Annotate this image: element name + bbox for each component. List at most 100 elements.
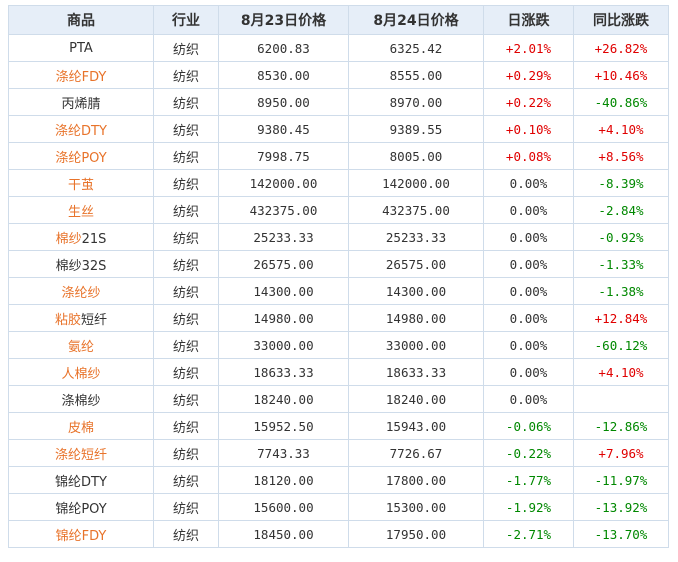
header-price-aug24: 8月24日价格	[348, 5, 484, 35]
industry-cell: 纺织	[153, 493, 219, 521]
table-row: PTA 纺织 6200.83 6325.42 +2.01% +26.82%	[8, 34, 669, 62]
industry-cell: 纺织	[153, 439, 219, 467]
price-aug23-cell: 26575.00	[218, 250, 349, 278]
price-aug23-cell: 9380.45	[218, 115, 349, 143]
commodity-name-cell: 棉纱21S	[8, 223, 154, 251]
daily-change-cell: -0.22%	[483, 439, 574, 467]
industry-cell: 纺织	[153, 169, 219, 197]
industry-cell: 纺织	[153, 277, 219, 305]
industry-cell: 纺织	[153, 520, 219, 548]
yoy-change-cell: -13.92%	[573, 493, 669, 521]
price-aug23-cell: 18633.33	[218, 358, 349, 386]
price-aug24-cell: 14980.00	[348, 304, 484, 332]
price-table-container: 商品 行业 8月23日价格 8月24日价格 日涨跌 同比涨跌 PTA 纺织 6200…	[8, 5, 669, 548]
yoy-change-cell: -2.84%	[573, 196, 669, 224]
table-row: 涤纶DTY 纺织 9380.45 9389.55 +0.10% +4.10%	[8, 115, 669, 143]
commodity-link[interactable]: 涤纶纱	[61, 285, 101, 301]
commodity-link[interactable]: 干茧	[67, 177, 94, 193]
price-aug24-cell: 17950.00	[348, 520, 484, 548]
yoy-change-cell: -12.86%	[573, 412, 669, 440]
yoy-change-cell: -60.12%	[573, 331, 669, 359]
table-row: 棉纱21S 纺织 25233.33 25233.33 0.00% -0.92%	[8, 223, 669, 251]
table-row: 涤纶POY 纺织 7998.75 8005.00 +0.08% +8.56%	[8, 142, 669, 170]
commodity-name-cell: 锦纶DTY	[8, 466, 154, 494]
table-row: 人棉纱 纺织 18633.33 18633.33 0.00% +4.10%	[8, 358, 669, 386]
commodity-link[interactable]: 涤纶FDY	[55, 69, 107, 85]
yoy-change-cell: -13.70%	[573, 520, 669, 548]
commodity-link[interactable]: 涤纶短纤	[54, 447, 107, 463]
commodity-link[interactable]: 锦纶FDY	[55, 528, 107, 544]
commodity-name-cell: 涤纶纱	[8, 277, 154, 305]
table-row: 锦纶FDY 纺织 18450.00 17950.00 -2.71% -13.70%	[8, 520, 669, 548]
yoy-change-cell: -11.97%	[573, 466, 669, 494]
yoy-change-cell	[573, 385, 669, 413]
table-row: 氨纶 纺织 33000.00 33000.00 0.00% -60.12%	[8, 331, 669, 359]
yoy-change-cell: +4.10%	[573, 358, 669, 386]
daily-change-cell: 0.00%	[483, 196, 574, 224]
commodity-name-text: 丙烯腈	[61, 96, 101, 112]
table-row: 生丝 纺织 432375.00 432375.00 0.00% -2.84%	[8, 196, 669, 224]
yoy-change-cell: -40.86%	[573, 88, 669, 116]
table-row: 丙烯腈 纺织 8950.00 8970.00 +0.22% -40.86%	[8, 88, 669, 116]
industry-cell: 纺织	[153, 304, 219, 332]
price-aug24-cell: 17800.00	[348, 466, 484, 494]
table-row: 涤纶短纤 纺织 7743.33 7726.67 -0.22% +7.96%	[8, 439, 669, 467]
price-aug24-cell: 18633.33	[348, 358, 484, 386]
commodity-name-cell: 锦纶FDY	[8, 520, 154, 548]
price-aug23-cell: 6200.83	[218, 34, 349, 62]
daily-change-cell: 0.00%	[483, 169, 574, 197]
yoy-change-cell: +8.56%	[573, 142, 669, 170]
price-aug24-cell: 8005.00	[348, 142, 484, 170]
price-aug24-cell: 25233.33	[348, 223, 484, 251]
commodity-name-text: 锦纶DTY	[55, 474, 107, 490]
table-row: 锦纶DTY 纺织 18120.00 17800.00 -1.77% -11.97%	[8, 466, 669, 494]
commodity-name-cell: 生丝	[8, 196, 154, 224]
price-aug23-cell: 15600.00	[218, 493, 349, 521]
daily-change-cell: 0.00%	[483, 304, 574, 332]
industry-cell: 纺织	[153, 358, 219, 386]
daily-change-cell: 0.00%	[483, 277, 574, 305]
price-aug24-cell: 7726.67	[348, 439, 484, 467]
price-aug23-cell: 14300.00	[218, 277, 349, 305]
commodity-link[interactable]: 氨纶	[67, 339, 94, 355]
table-row: 粘胶短纤 纺织 14980.00 14980.00 0.00% +12.84%	[8, 304, 669, 332]
commodity-link[interactable]: 人棉纱	[61, 366, 101, 382]
daily-change-cell: -2.71%	[483, 520, 574, 548]
daily-change-cell: 0.00%	[483, 358, 574, 386]
yoy-change-cell: +12.84%	[573, 304, 669, 332]
table-row: 涤纶纱 纺织 14300.00 14300.00 0.00% -1.38%	[8, 277, 669, 305]
yoy-change-cell: +4.10%	[573, 115, 669, 143]
commodity-link[interactable]: 棉纱	[55, 231, 82, 247]
price-aug24-cell: 14300.00	[348, 277, 484, 305]
commodity-link[interactable]: 涤纶DTY	[55, 123, 107, 139]
commodity-name-cell: 涤纶短纤	[8, 439, 154, 467]
daily-change-cell: -1.77%	[483, 466, 574, 494]
price-aug23-cell: 15952.50	[218, 412, 349, 440]
price-aug24-cell: 6325.42	[348, 34, 484, 62]
price-aug24-cell: 15300.00	[348, 493, 484, 521]
yoy-change-cell: -1.38%	[573, 277, 669, 305]
price-aug23-cell: 25233.33	[218, 223, 349, 251]
commodity-link[interactable]: 涤纶POY	[55, 150, 107, 166]
price-aug23-cell: 18240.00	[218, 385, 349, 413]
commodity-link[interactable]: 粘胶	[54, 312, 81, 328]
industry-cell: 纺织	[153, 250, 219, 278]
header-daily-change: 日涨跌	[483, 5, 574, 35]
industry-cell: 纺织	[153, 223, 219, 251]
yoy-change-cell: -1.33%	[573, 250, 669, 278]
price-aug23-cell: 7998.75	[218, 142, 349, 170]
commodity-price-table: 商品 行业 8月23日价格 8月24日价格 日涨跌 同比涨跌 PTA 纺织 6200…	[8, 5, 669, 548]
commodity-name-cell: 涤纶POY	[8, 142, 154, 170]
commodity-name-cell: 人棉纱	[8, 358, 154, 386]
price-aug23-cell: 8950.00	[218, 88, 349, 116]
industry-cell: 纺织	[153, 61, 219, 89]
commodity-name-cell: 棉纱32S	[8, 250, 154, 278]
price-aug24-cell: 142000.00	[348, 169, 484, 197]
commodity-link[interactable]: 皮棉	[67, 420, 94, 436]
table-row: 棉纱32S 纺织 26575.00 26575.00 0.00% -1.33%	[8, 250, 669, 278]
daily-change-cell: 0.00%	[483, 223, 574, 251]
price-aug23-cell: 8530.00	[218, 61, 349, 89]
daily-change-cell: +0.08%	[483, 142, 574, 170]
commodity-name-cell: PTA	[8, 34, 154, 62]
commodity-link[interactable]: 生丝	[67, 204, 94, 220]
